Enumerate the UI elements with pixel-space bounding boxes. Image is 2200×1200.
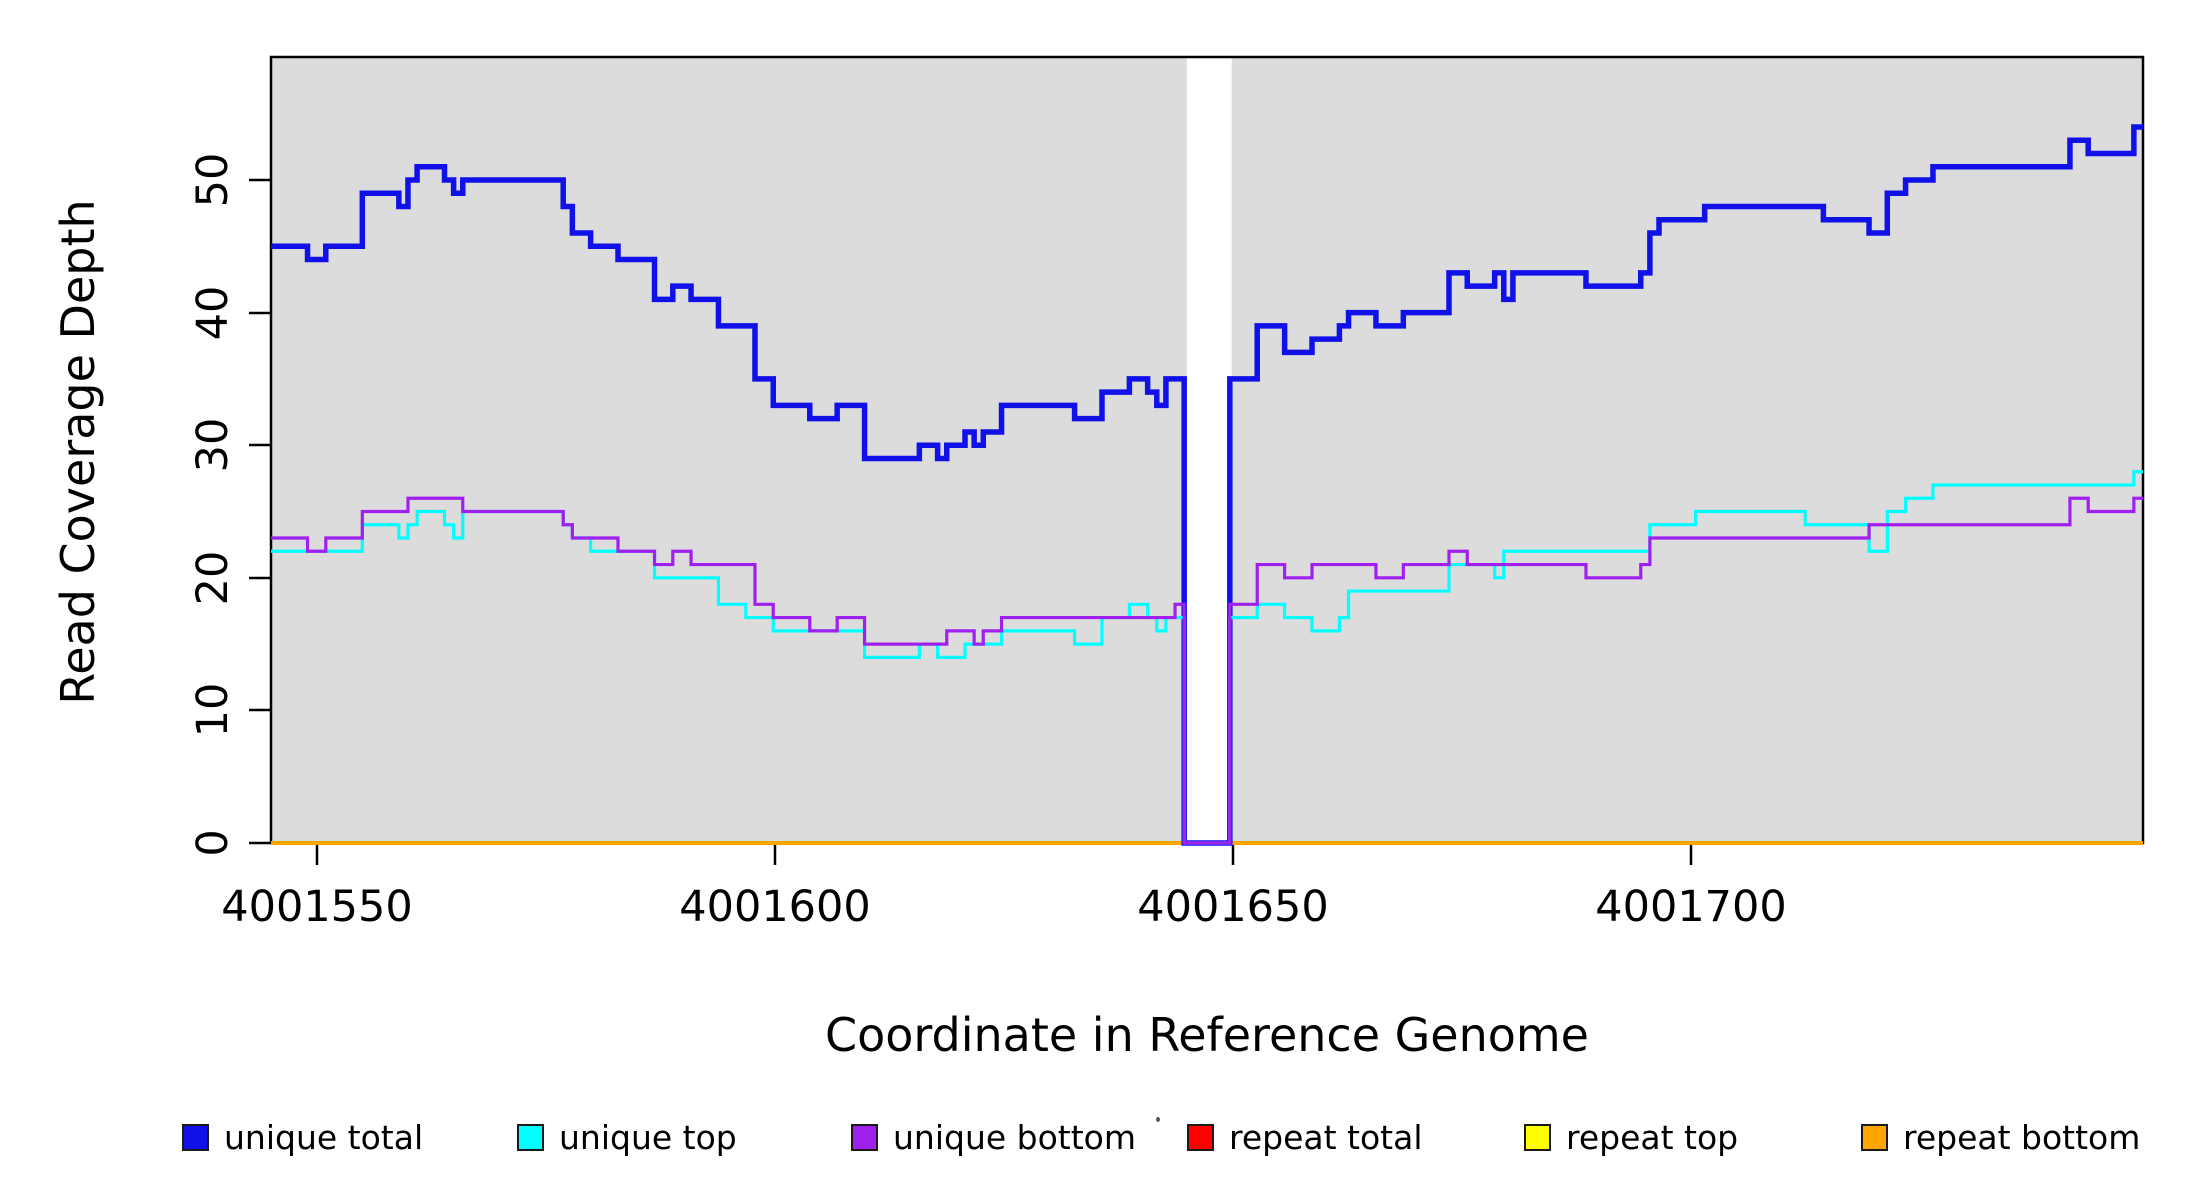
legend-label: repeat total: [1229, 1117, 1423, 1157]
y-tick-label: 10: [188, 682, 238, 738]
legend-swatch-repeat-top: [1524, 1123, 1551, 1151]
legend-item-repeat-bottom: repeat bottom: [1861, 1118, 2140, 1157]
artifact-dot: [1156, 1117, 1160, 1122]
y-tick-label: 30: [188, 417, 238, 473]
series-line-unique-total: [271, 124, 2143, 846]
x-tick-label: 4001550: [221, 882, 413, 932]
legend-item-unique-total: unique total: [182, 1118, 423, 1157]
y-tick-label: 40: [188, 285, 238, 341]
x-axis-title: Coordinate in Reference Genome: [825, 1008, 1589, 1062]
y-axis-title: Read Coverage Depth: [51, 199, 105, 705]
legend-swatch-unique-bottom: [851, 1123, 878, 1151]
legend-item-repeat-top: repeat top: [1524, 1118, 1738, 1157]
x-tick-label: 4001650: [1137, 882, 1329, 932]
legend-label: repeat top: [1566, 1117, 1739, 1157]
x-tick-label: 4001600: [679, 882, 871, 932]
legend-item-repeat-total: repeat total: [1187, 1118, 1423, 1157]
legend-label: unique bottom: [893, 1117, 1137, 1157]
y-tick-label: 50: [188, 152, 238, 208]
no-data-gap-band: [1186, 57, 1232, 843]
legend-item-unique-top: unique top: [517, 1118, 737, 1157]
legend-swatch-unique-top: [517, 1123, 544, 1151]
series-line-unique-bottom: [271, 496, 2143, 845]
legend-swatch-repeat-total: [1187, 1123, 1214, 1151]
legend-item-unique-bottom: unique bottom: [851, 1118, 1136, 1157]
legend-label: unique top: [559, 1117, 737, 1157]
y-tick-label: 0: [188, 829, 238, 857]
legend-swatch-unique-total: [182, 1123, 209, 1151]
legend-label: unique total: [224, 1117, 424, 1157]
y-tick-label: 20: [188, 550, 238, 606]
legend-label: repeat bottom: [1903, 1117, 2141, 1157]
x-tick-label: 4001700: [1595, 882, 1787, 932]
legend-swatch-repeat-bottom: [1861, 1123, 1888, 1151]
